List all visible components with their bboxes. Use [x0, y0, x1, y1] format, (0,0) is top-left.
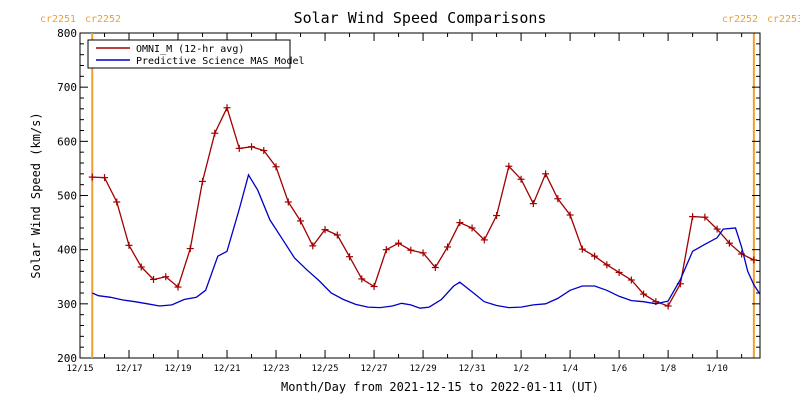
data-point [284, 198, 292, 206]
data-point [395, 239, 403, 247]
data-point [223, 104, 231, 112]
x-tick-label: 12/25 [311, 364, 338, 374]
data-point [578, 245, 586, 253]
data-point [505, 162, 513, 170]
x-axis-label: Month/Day from 2021-12-15 to 2022-01-11 … [281, 380, 599, 394]
data-point [174, 283, 182, 291]
y-tick-label: 600 [57, 135, 77, 148]
y-tick-label: 300 [57, 298, 77, 311]
x-tick-label: 12/29 [410, 364, 437, 374]
data-point [566, 211, 574, 219]
x-axis: 12/15 12/17 12/19 12/21 12/23 12/25 12/27 12/29… [66, 33, 743, 374]
data-point [468, 224, 476, 232]
y-tick-label: 500 [57, 190, 77, 203]
y-tick-label: 400 [57, 244, 77, 257]
data-point [235, 144, 243, 152]
data-point [370, 283, 378, 290]
y-tick-label: 700 [57, 81, 77, 94]
data-point [529, 200, 537, 208]
x-tick-label: 1/8 [660, 364, 676, 374]
data-point [137, 263, 145, 271]
chart-title: Solar Wind Speed Comparisons [294, 9, 547, 27]
series-line-1 [92, 173, 761, 309]
data-point [750, 256, 758, 264]
x-tick-label: 12/19 [164, 364, 191, 374]
data-point [211, 129, 219, 137]
data-point [542, 170, 550, 178]
data-point [382, 246, 390, 254]
data-point [248, 143, 256, 151]
data-point [456, 219, 464, 227]
data-point [321, 226, 329, 234]
x-tick-label: 1/4 [562, 364, 578, 374]
x-tick-label: 12/17 [115, 364, 142, 374]
data-point [713, 225, 721, 233]
x-tick-label: 12/23 [262, 364, 289, 374]
series-layer [88, 104, 761, 310]
data-point [113, 198, 121, 206]
plot-area [79, 32, 761, 359]
data-point [260, 147, 268, 155]
y-tick-label: 800 [57, 27, 77, 40]
carrington-label-prev: cr2252 [722, 14, 758, 25]
data-point [162, 273, 170, 281]
legend: OMNI_M (12-hr avg)Predictive Science MAS… [87, 39, 305, 69]
data-point [101, 174, 109, 182]
y-axis: 200 300 400 500 600 700 800 [57, 27, 760, 365]
carrington-label-prev: cr2251 [40, 14, 76, 25]
y-tick-label: 200 [57, 352, 77, 365]
data-point [517, 175, 525, 183]
x-tick-label: 1/6 [611, 364, 627, 374]
data-point [309, 242, 317, 250]
data-point [358, 275, 366, 283]
data-point [346, 253, 354, 261]
data-point [591, 252, 599, 260]
data-point [125, 241, 133, 249]
data-point [407, 246, 415, 254]
series-line-0 [92, 106, 755, 307]
y-axis-label: Solar Wind Speed (km/s) [29, 112, 43, 278]
carrington-labels: cr2251 cr2252 cr2252 cr2253 [40, 14, 800, 25]
x-tick-label: 1/10 [706, 364, 728, 374]
data-point [297, 217, 305, 225]
data-point [725, 239, 733, 247]
data-point [689, 213, 697, 221]
plot-frame [79, 32, 761, 359]
data-point [554, 195, 562, 203]
carrington-label-next: cr2252 [85, 14, 121, 25]
data-point [333, 231, 341, 239]
data-point [272, 163, 280, 171]
data-point [419, 249, 427, 257]
carrington-label-next: cr2253 [767, 14, 800, 25]
x-tick-label: 12/21 [213, 364, 240, 374]
legend-entry-label: OMNI_M (12-hr avg) [136, 44, 244, 55]
x-tick-label: 12/15 [66, 364, 93, 374]
data-point [431, 264, 439, 272]
data-point [199, 177, 207, 185]
data-point [603, 261, 611, 269]
x-tick-label: 12/31 [459, 364, 486, 374]
data-point [480, 236, 488, 244]
data-point [150, 275, 158, 283]
data-point [701, 213, 709, 221]
data-point [493, 212, 501, 220]
data-point [664, 302, 672, 310]
legend-entry-label: Predictive Science MAS Model [136, 56, 305, 67]
data-point [640, 290, 648, 298]
x-tick-label: 12/27 [361, 364, 388, 374]
data-point [88, 173, 96, 181]
data-point [627, 276, 635, 284]
data-point [186, 245, 194, 253]
legend-box [87, 39, 291, 69]
data-point [444, 243, 452, 251]
data-point [615, 268, 623, 276]
x-tick-label: 1/2 [513, 364, 529, 374]
